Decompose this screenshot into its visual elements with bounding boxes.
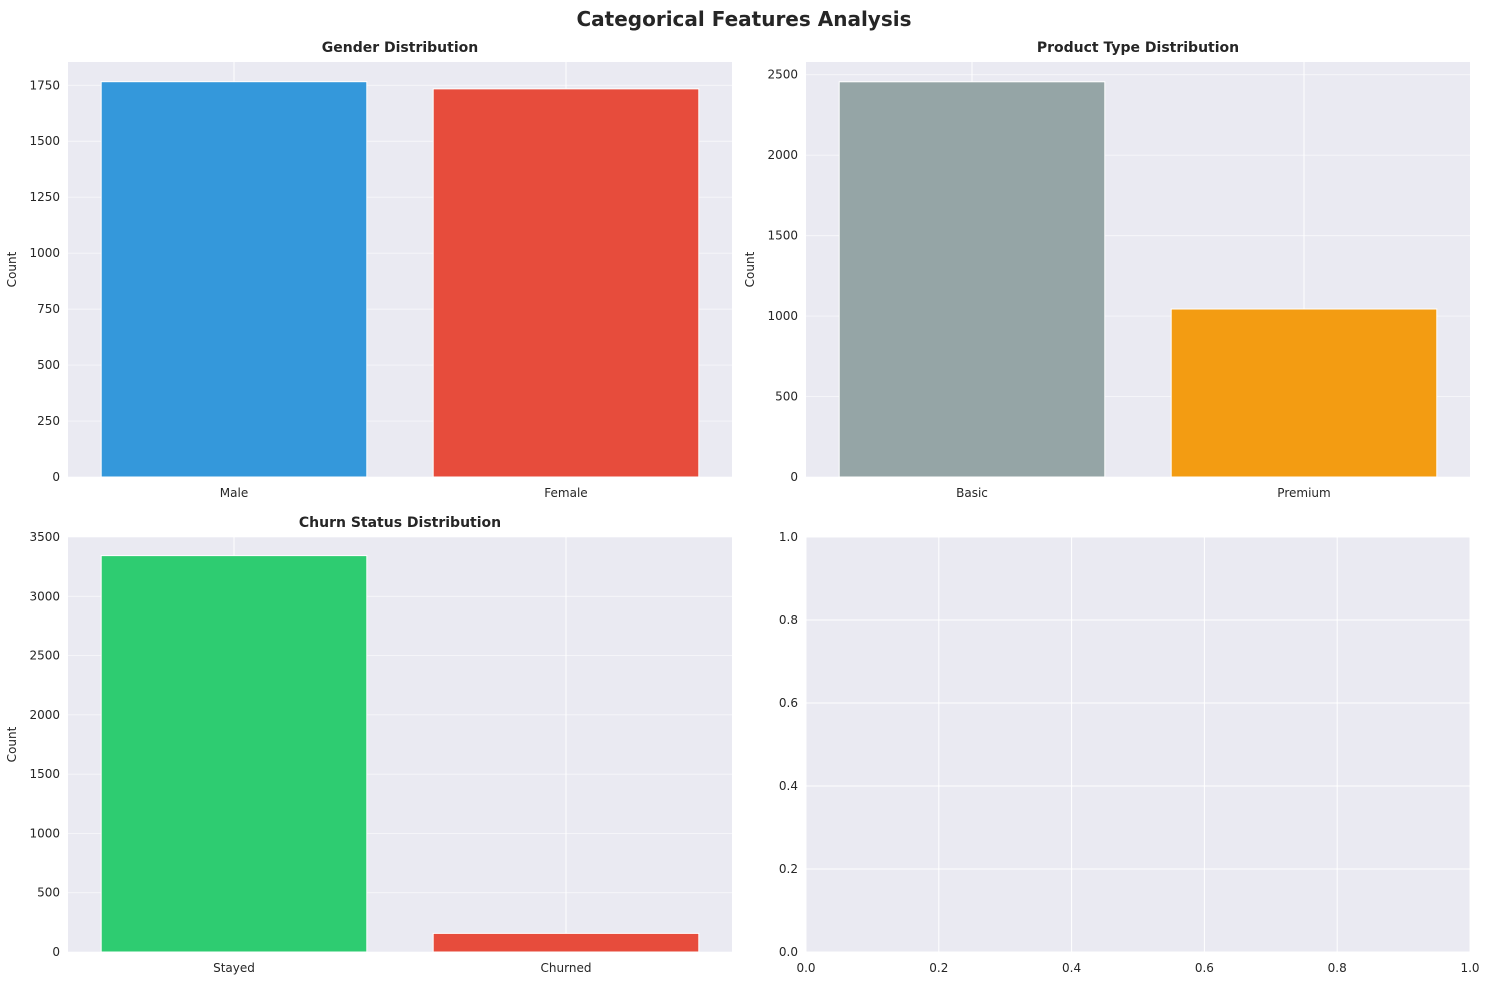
y-tick-label: 0: [52, 470, 60, 484]
y-tick-label: 1500: [767, 229, 798, 243]
x-tick-label: 0.6: [1195, 961, 1214, 975]
y-tick-label: 1750: [29, 78, 60, 92]
y-tick-label: 1000: [29, 826, 60, 840]
y-tick-label: 2500: [767, 68, 798, 82]
x-tick-label: 1.0: [1460, 961, 1479, 975]
subplots: Gender Distribution 0 250 500 750 1000 1250 150…: [5, 40, 1480, 975]
x-tick-label: 0.8: [1328, 961, 1347, 975]
y-tick-label: 500: [37, 358, 60, 372]
y-tick-label: 0.4: [779, 779, 798, 793]
subplot-3: Churn Status Distribution 0 500 1000 1500 200…: [5, 515, 732, 975]
subplot-title: Gender Distribution: [322, 40, 478, 56]
y-tick-label: 0: [790, 470, 798, 484]
y-tick-label: 3500: [29, 530, 60, 544]
bar-churned: [432, 932, 700, 953]
x-tick-label: Churned: [541, 961, 592, 975]
y-tick-label: 0.0: [779, 945, 798, 959]
x-tick-label: Stayed: [213, 961, 255, 975]
y-tick-label: 1500: [29, 134, 60, 148]
y-tick-label: 2000: [29, 708, 60, 722]
y-tick-label: 1000: [29, 246, 60, 260]
x-tick-label: Premium: [1277, 486, 1330, 500]
x-tick-label: 0.4: [1062, 961, 1081, 975]
subplot-title: Product Type Distribution: [1037, 40, 1239, 56]
y-tick-label: 750: [37, 302, 60, 316]
bar-stayed: [100, 555, 368, 953]
y-axis-label: Count: [5, 251, 19, 287]
x-tick-label: 0.2: [929, 961, 948, 975]
axes-background: [806, 537, 1470, 952]
y-tick-label: 1250: [29, 190, 60, 204]
x-tick-label: 0.0: [796, 961, 815, 975]
y-tick-label: 500: [37, 886, 60, 900]
subplot-2: Product Type Distribution 0 500 1000 1500 200…: [743, 40, 1470, 500]
y-tick-label: 250: [37, 414, 60, 428]
subplot-1: Gender Distribution 0 250 500 750 1000 1250 150…: [5, 40, 732, 500]
subplot-4: 0.0 0.2 0.4 0.6 0.8 1.0 0.0 0.2 0.4 0.6 0.8 1.0: [779, 530, 1480, 975]
y-tick-label: 2000: [767, 148, 798, 162]
x-tick-label: Male: [220, 486, 248, 500]
y-tick-label: 0.6: [779, 696, 798, 710]
subplot-title: Churn Status Distribution: [299, 515, 501, 531]
y-axis-label: Count: [5, 726, 19, 762]
y-axis-label: Count: [743, 251, 757, 287]
y-tick-label: 0: [52, 945, 60, 959]
bar-basic: [838, 81, 1106, 478]
y-tick-label: 0.8: [779, 613, 798, 627]
bar-male: [100, 81, 368, 478]
bar-premium: [1170, 308, 1438, 478]
y-tick-label: 0.2: [779, 862, 798, 876]
y-tick-label: 1000: [767, 309, 798, 323]
y-tick-label: 500: [775, 390, 798, 404]
x-tick-label: Basic: [956, 486, 988, 500]
y-tick-label: 3000: [29, 589, 60, 603]
bar-female: [432, 88, 700, 478]
figure-suptitle: Categorical Features Analysis: [576, 7, 911, 31]
x-tick-label: Female: [544, 486, 587, 500]
y-tick-label: 2500: [29, 649, 60, 663]
y-tick-label: 1.0: [779, 530, 798, 544]
y-tick-label: 1500: [29, 767, 60, 781]
